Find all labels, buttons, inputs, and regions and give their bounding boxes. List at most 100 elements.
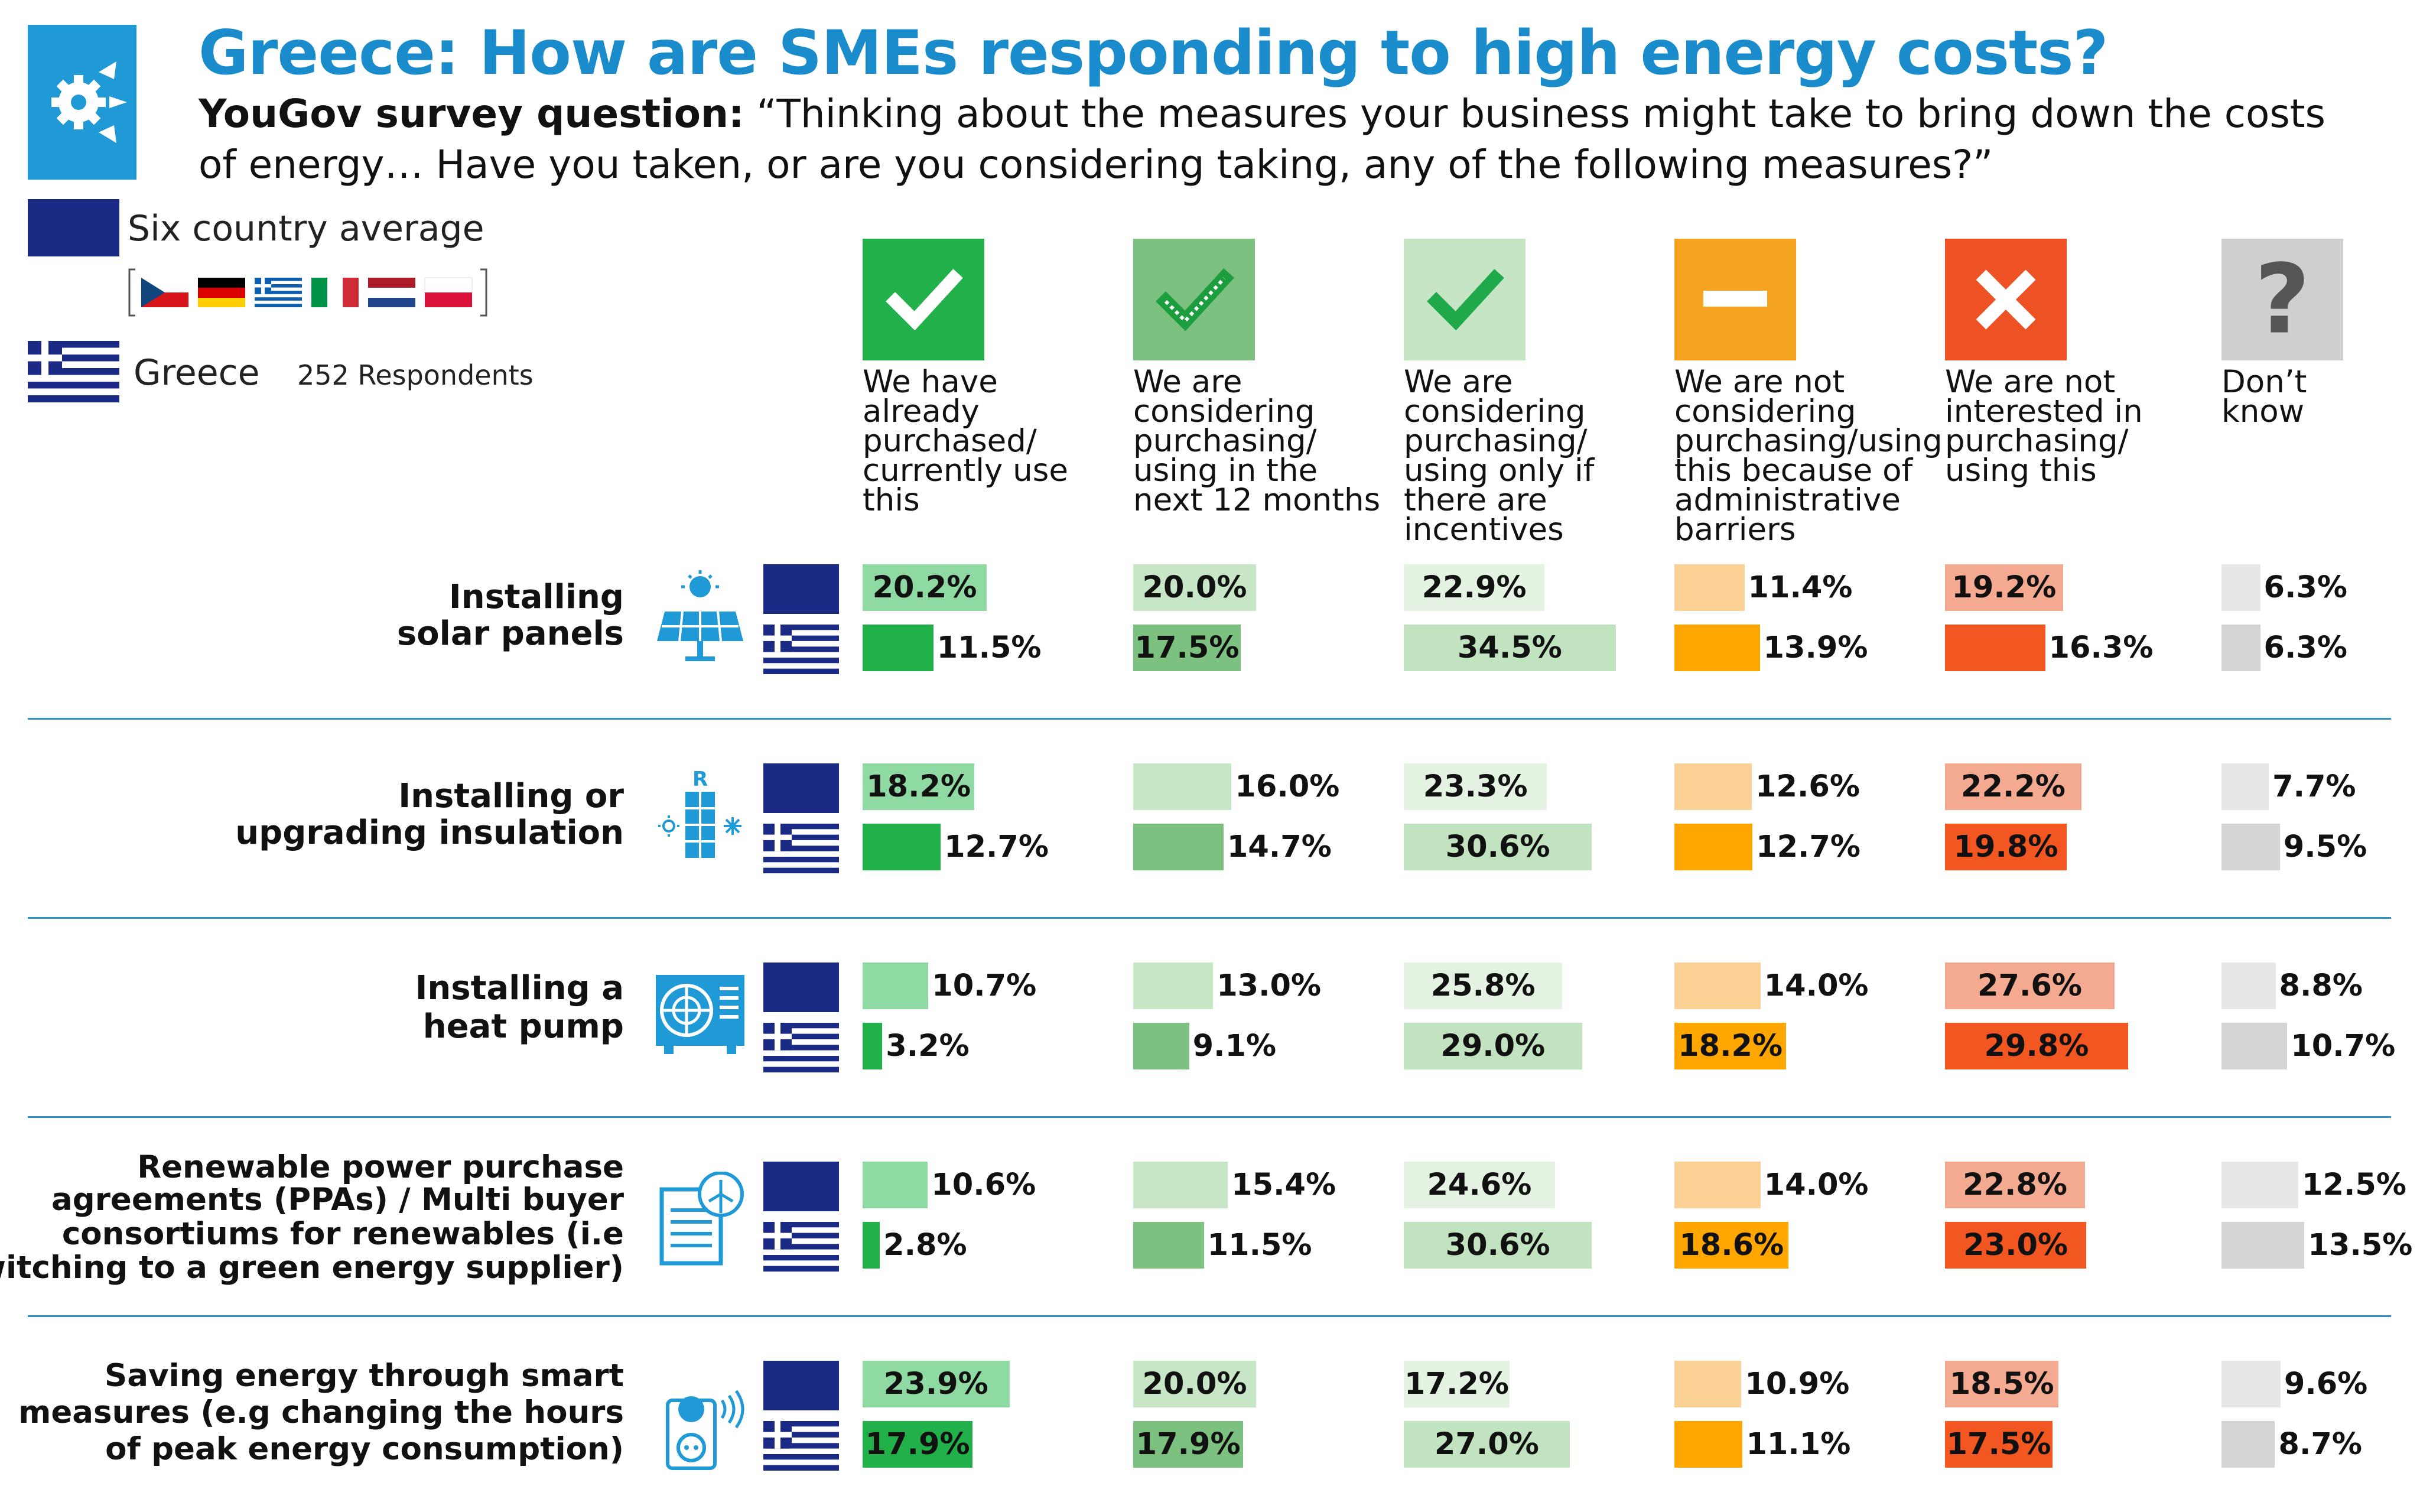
- data-label: 9.6%: [2284, 1367, 2368, 1402]
- svg-text:R: R: [692, 768, 708, 791]
- row-label-line: heat pump: [422, 1007, 624, 1046]
- question-text: “Thinking about the measures your busine…: [199, 91, 2326, 187]
- italy-flag-icon: [311, 278, 359, 307]
- average-bar: [2221, 963, 2276, 1009]
- greece-bar: [1404, 824, 1592, 870]
- greece-flag-icon: [763, 1421, 839, 1471]
- greece-bar: [2221, 1222, 2305, 1269]
- row-separator: [28, 917, 2391, 919]
- data-label: 12.6%: [1755, 769, 1860, 804]
- average-flag-icon: [763, 763, 839, 813]
- greece-bar: [2221, 824, 2280, 870]
- data-label: 2.8%: [883, 1228, 967, 1263]
- greece-legend-flag-icon: [28, 341, 119, 402]
- average-flag-icon: [763, 963, 839, 1012]
- average-legend-swatch: [28, 199, 119, 256]
- row-label-5: Saving energy through smart measures (e.g…: [9, 1358, 624, 1467]
- average-bar: [1404, 1162, 1555, 1208]
- greece-bar: [1945, 625, 2045, 671]
- greece-bar: [2221, 625, 2260, 671]
- data-label: 7.7%: [2272, 769, 2356, 804]
- czech-flag-icon: [141, 278, 188, 307]
- data-label: 9.5%: [2283, 830, 2367, 864]
- average-bar: [1133, 564, 1256, 611]
- row-label-1: Installing solar panels: [9, 578, 624, 653]
- question-label: YouGov survey question:: [199, 91, 744, 136]
- greece-bar: [1674, 625, 1760, 671]
- data-label: 18.5%: [1949, 1367, 2054, 1402]
- heat-pump-icon: [656, 975, 744, 1060]
- dotted-check-icon: [1133, 239, 1255, 360]
- greece-bar: [1945, 1421, 2053, 1468]
- question-icon: ?: [2221, 239, 2343, 360]
- data-label: 22.2%: [1960, 769, 2066, 804]
- data-label: 17.9%: [865, 1427, 970, 1462]
- greece-legend-label: Greece: [134, 352, 260, 394]
- data-label: 18.2%: [1678, 1029, 1783, 1064]
- greece-flag-icon: [763, 1222, 839, 1272]
- data-label: 3.2%: [886, 1029, 970, 1064]
- average-bar: [1674, 1361, 1742, 1407]
- average-bar: [2221, 564, 2260, 611]
- row-label-4: Renewable power purchase agreements (PPAs…: [0, 1149, 624, 1286]
- average-bar: [863, 763, 975, 810]
- data-label: 18.2%: [866, 769, 971, 804]
- column-header-1: We have already purchased/ currently use…: [863, 364, 1068, 518]
- green-contract-icon: [656, 1171, 744, 1269]
- data-label: 30.6%: [1445, 1228, 1550, 1263]
- row-separator: [28, 1315, 2391, 1317]
- greece-bar: [1404, 625, 1616, 671]
- average-bar: [1133, 763, 1232, 810]
- average-bar: [1945, 963, 2115, 1009]
- row-label-3: Installing a heat pump: [9, 969, 624, 1046]
- data-label: 10.9%: [1745, 1367, 1850, 1402]
- average-bar: [1674, 564, 1745, 611]
- greece-bar: [1945, 1023, 2128, 1069]
- column-header-4: We are not considering purchasing/using …: [1674, 364, 1943, 548]
- data-label: 11.5%: [1207, 1228, 1312, 1263]
- data-label: 19.2%: [1951, 570, 2057, 605]
- data-label: 27.6%: [1977, 968, 2082, 1003]
- poland-flag-icon: [424, 277, 473, 307]
- average-bar: [863, 963, 929, 1009]
- data-label: 17.9%: [1136, 1427, 1241, 1462]
- data-label: 20.2%: [872, 570, 977, 605]
- greece-bar: [863, 1421, 973, 1468]
- greece-bar: [1404, 1421, 1570, 1468]
- data-label: 24.6%: [1427, 1168, 1532, 1202]
- data-label: 14.0%: [1764, 968, 1869, 1003]
- data-label: 14.7%: [1227, 830, 1332, 864]
- row-separator: [28, 1116, 2391, 1118]
- row-label-line: Renewable power purchase: [137, 1149, 624, 1185]
- column-header-2: We are considering purchasing/ using in …: [1133, 364, 1381, 518]
- data-label: 12.7%: [1756, 830, 1861, 864]
- data-label: 13.9%: [1763, 630, 1868, 665]
- solar-panel-icon: [656, 570, 744, 667]
- average-bar: [1133, 1361, 1256, 1407]
- average-bar: [863, 564, 987, 611]
- data-label: 11.5%: [936, 630, 1042, 665]
- average-flag-icon: [763, 1361, 839, 1410]
- data-label: 12.7%: [944, 830, 1049, 864]
- data-label: 17.5%: [1134, 630, 1240, 665]
- average-bar: [1674, 963, 1761, 1009]
- data-label: 8.7%: [2278, 1427, 2362, 1462]
- column-header-3: We are considering purchasing/ using onl…: [1404, 364, 1595, 548]
- greece-bar: [1674, 1023, 1787, 1069]
- greece-bar: [1133, 1023, 1189, 1069]
- data-label: 25.8%: [1430, 968, 1536, 1003]
- data-label: 13.0%: [1216, 968, 1322, 1003]
- greece-bar: [863, 1222, 880, 1269]
- average-flag-icon: [763, 1162, 839, 1211]
- greece-flag-small-icon: [255, 278, 302, 307]
- row-label-line: of peak energy consumption): [105, 1431, 624, 1467]
- average-bar: [1404, 564, 1545, 611]
- row-label-line: switching to a green energy supplier): [0, 1250, 624, 1286]
- greece-bar: [2221, 1421, 2275, 1468]
- average-bar: [2221, 763, 2269, 810]
- average-bar: [1404, 963, 1563, 1009]
- average-flag-icon: [763, 564, 839, 614]
- data-label: 30.6%: [1445, 830, 1550, 864]
- data-label: 14.0%: [1764, 1168, 1869, 1202]
- column-header-6: Don’t know: [2221, 364, 2307, 430]
